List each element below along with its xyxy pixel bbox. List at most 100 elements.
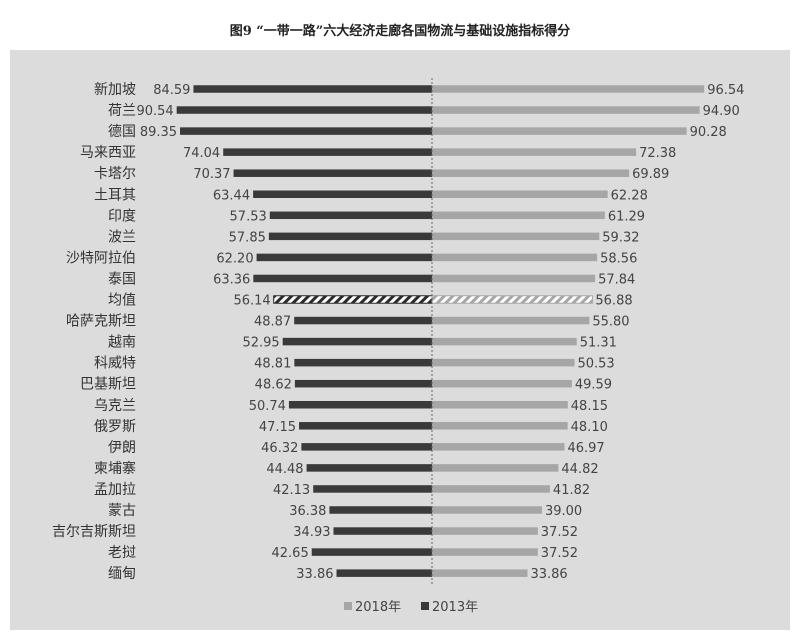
data-label-2013: 90.54: [136, 104, 173, 119]
data-label-2018: 58.56: [600, 251, 637, 266]
bar-2013: [176, 106, 432, 114]
data-label-2018: 33.86: [530, 567, 567, 582]
bar-2013: [256, 253, 432, 262]
data-label-2018: 41.82: [553, 483, 590, 498]
bar-2013: [294, 379, 432, 388]
data-label-2018: 39.00: [545, 504, 582, 519]
category-label: 越南: [108, 335, 136, 351]
bar-2018: [432, 169, 630, 177]
category-label: 伊朗: [108, 440, 136, 456]
bar-2018: [432, 464, 559, 472]
bar-2018: [432, 379, 572, 388]
category-label: 哈萨克斯坦: [66, 314, 136, 330]
bar-2018: [432, 358, 575, 367]
category-label: 马来西亚: [80, 145, 136, 161]
bar-2013: [301, 443, 432, 451]
data-label-2018: 57.84: [598, 272, 635, 287]
bar-2018: [432, 422, 568, 430]
bar-2013: [253, 190, 432, 198]
bar-2013: [253, 274, 432, 283]
category-label: 沙特阿拉伯: [66, 250, 136, 266]
data-label-2013: 42.65: [272, 546, 309, 561]
category-label: 老挝: [108, 545, 136, 561]
data-label-2013: 57.85: [229, 230, 266, 245]
data-label-2018: 94.90: [703, 104, 740, 119]
data-label-2018: 69.89: [632, 167, 669, 182]
category-label: 泰国: [108, 271, 136, 287]
category-label: 印度: [108, 208, 136, 224]
bar-2013: [294, 358, 432, 367]
data-label-2018: 56.88: [595, 294, 632, 309]
data-label-2013: 48.62: [255, 378, 292, 393]
category-label: 德国: [108, 124, 136, 140]
data-label-2013: 48.87: [254, 315, 291, 330]
bar-2018: [432, 274, 596, 283]
bar-2013: [180, 127, 432, 135]
data-label-2013: 63.44: [213, 188, 250, 203]
category-label: 柬埔寨: [94, 460, 136, 477]
data-label-2013: 33.86: [296, 567, 333, 582]
bar-2013: [233, 169, 432, 177]
data-label-2018: 55.80: [592, 315, 629, 330]
bar-2018: [432, 506, 542, 514]
bar-2018: [432, 485, 550, 493]
category-label: 新加坡: [94, 82, 136, 98]
category-label: 荷兰: [108, 103, 136, 119]
data-label-2018: 50.53: [577, 357, 614, 372]
category-label: 卡塔尔: [94, 166, 136, 182]
category-label: 蒙古: [108, 503, 136, 519]
bar-2018: [432, 443, 565, 451]
bar-2018: [432, 548, 538, 556]
data-label-2018: 37.52: [541, 546, 578, 561]
bar-2018: [432, 190, 608, 198]
data-label-2013: 52.95: [242, 336, 279, 351]
bar-2013: [336, 569, 432, 577]
data-label-2013: 36.38: [289, 504, 326, 519]
bar-2018: [431, 295, 593, 304]
bar-2018: [432, 148, 637, 156]
category-label: 俄罗斯: [94, 419, 136, 435]
data-label-2018: 96.54: [707, 83, 744, 98]
legend-swatch-2013: [421, 602, 429, 610]
bar-2018: [432, 527, 538, 535]
data-label-2018: 61.29: [608, 209, 645, 224]
bar-2018: [432, 232, 600, 241]
data-label-2018: 37.52: [541, 525, 578, 540]
data-label-2013: 74.04: [183, 146, 220, 161]
bar-2013: [299, 422, 432, 430]
bar-2018: [432, 211, 605, 220]
category-label: 波兰: [108, 229, 136, 245]
data-label-2013: 46.32: [261, 441, 298, 456]
bar-2018: [432, 106, 700, 114]
data-label-2013: 89.35: [140, 125, 177, 140]
data-label-2013: 56.14: [233, 294, 270, 309]
data-label-2013: 84.59: [153, 83, 190, 98]
data-label-2018: 44.82: [561, 462, 598, 477]
bar-2013: [268, 232, 432, 241]
data-label-2018: 90.28: [690, 125, 727, 140]
data-label-2013: 57.53: [230, 209, 267, 224]
bar-2013: [269, 211, 432, 220]
bar-2018: [432, 127, 687, 135]
category-label: 缅甸: [108, 566, 136, 582]
data-label-2013: 50.74: [249, 399, 286, 414]
data-label-2013: 48.81: [254, 357, 291, 372]
category-label: 乌克兰: [94, 398, 136, 414]
legend-swatch-2018: [344, 602, 352, 610]
data-label-2018: 49.59: [575, 378, 612, 393]
category-label: 科威特: [94, 356, 136, 372]
bar-2013: [223, 148, 432, 156]
bar-2018: [432, 569, 528, 577]
bar-2018: [432, 316, 590, 325]
bar-2013: [311, 548, 432, 556]
bar-2013: [294, 316, 432, 325]
chart-title: 图9 “一带一路”六大经济走廊各国物流与基础设施指标得分: [229, 24, 571, 39]
bar-2018: [432, 85, 705, 93]
data-label-2018: 59.32: [602, 230, 639, 245]
data-label-2018: 48.15: [571, 399, 608, 414]
data-label-2013: 42.13: [273, 483, 310, 498]
data-label-2018: 62.28: [611, 188, 648, 203]
legend-label-2013: 2013年: [432, 600, 478, 615]
bar-2013: [329, 506, 432, 514]
